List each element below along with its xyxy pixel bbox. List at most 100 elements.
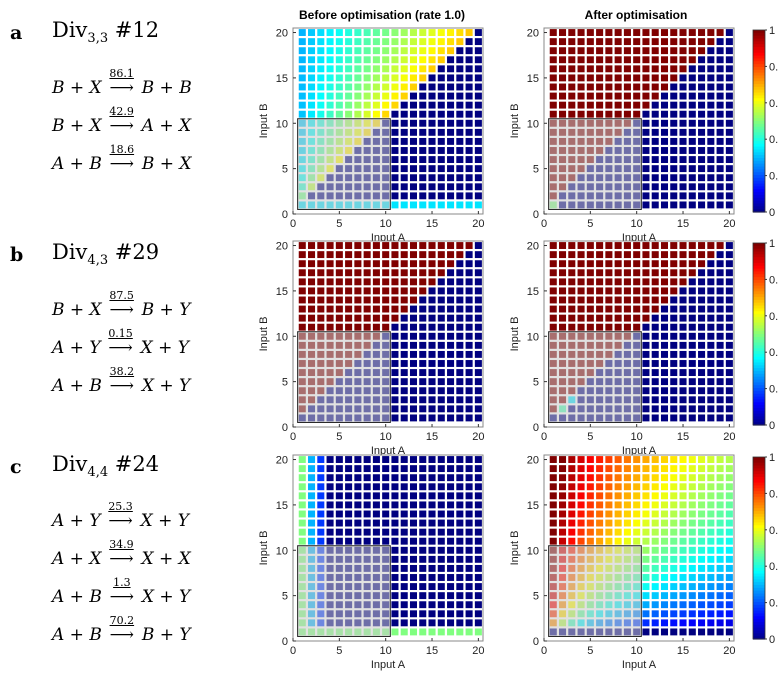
heatmap-cell — [679, 269, 687, 277]
heatmap-cell — [456, 537, 464, 545]
heatmap-cell — [660, 492, 669, 500]
heatmap-cell — [428, 387, 436, 395]
heatmap-cell — [688, 414, 696, 422]
heatmap-cell — [633, 278, 641, 286]
heatmap-cell — [725, 601, 733, 609]
heatmap-cell — [326, 269, 334, 277]
x-axis-label: Input A — [371, 659, 406, 671]
heatmap-cell — [549, 465, 557, 473]
heatmap-cell — [679, 92, 687, 100]
heatmap-cell — [670, 583, 678, 591]
heatmap-cell — [456, 74, 464, 82]
heatmap-cell — [605, 323, 613, 331]
colorbar-segment — [753, 163, 765, 168]
heatmap-cell — [474, 414, 482, 422]
heatmap-cell — [456, 314, 464, 322]
heatmap-cell — [409, 592, 418, 600]
heatmap-cell — [660, 147, 669, 154]
heatmap-cell — [345, 278, 353, 286]
heatmap-cell — [298, 528, 306, 536]
colorbar-segment — [753, 516, 765, 521]
heatmap-cell — [345, 83, 353, 91]
heatmap-cell — [428, 465, 436, 473]
heatmap-cell — [437, 492, 445, 500]
heatmap-cell — [670, 47, 678, 55]
heatmap-cell — [698, 378, 706, 386]
heatmap-cell — [456, 610, 464, 618]
heatmap-cell — [474, 242, 482, 249]
heatmap-cell — [679, 483, 687, 491]
heatmap-cell — [642, 574, 650, 581]
heatmap-cell — [308, 251, 316, 259]
heatmap-cell — [308, 65, 316, 73]
heatmap-cell — [549, 29, 557, 36]
heatmap-cell — [698, 332, 706, 340]
heatmap-cell — [642, 465, 650, 473]
colorbar-segment — [753, 311, 765, 315]
heatmap-cell — [707, 323, 715, 331]
heatmap-cell — [335, 38, 343, 46]
heatmap-cell — [465, 278, 473, 286]
heatmap-cell — [335, 510, 343, 518]
colorbar-segment — [753, 49, 765, 54]
heatmap-cell — [614, 251, 622, 259]
heatmap-cell — [474, 83, 482, 91]
heatmap-cell — [716, 483, 724, 491]
heatmap-cell — [725, 528, 733, 536]
heatmap-cell — [456, 192, 464, 200]
heatmap-cell — [716, 74, 724, 82]
heatmap-cell — [660, 165, 669, 173]
heatmap-cell — [428, 156, 436, 164]
heatmap-cell — [409, 101, 418, 109]
heatmap-cell — [382, 251, 390, 259]
heatmap-cell — [437, 305, 445, 313]
heatmap-cell — [698, 74, 706, 82]
heatmap-cell — [419, 65, 427, 73]
heatmap-cell — [651, 360, 659, 367]
colorbar-segment — [753, 388, 765, 392]
heatmap-cell — [354, 65, 362, 73]
heatmap-cell — [559, 474, 567, 482]
row-name-base: Div — [52, 240, 88, 264]
heatmap-cell — [437, 110, 445, 118]
heatmap-cell — [642, 332, 650, 340]
heatmap-cell — [707, 305, 715, 313]
heatmap-cell — [698, 555, 706, 563]
heatmap-cell — [317, 323, 325, 331]
colorbar-segment — [753, 152, 765, 156]
heatmap-cell — [382, 38, 390, 46]
y-tick-label: 15 — [527, 286, 539, 298]
reaction: A + Y 25.3 ⟶ X + Y — [52, 500, 189, 531]
heatmap-cell — [437, 47, 445, 55]
heatmap-cell — [391, 47, 399, 55]
reaction: A + Y 0.15 ⟶ X + Y — [52, 327, 189, 358]
heatmap-cell — [660, 192, 669, 200]
heatmap-cell — [372, 528, 380, 536]
heatmap-cell — [586, 296, 594, 304]
heatmap-cell — [409, 583, 418, 591]
heatmap-cell — [391, 610, 399, 618]
heatmap-cell — [308, 110, 316, 118]
colorbar-segment — [753, 410, 765, 415]
heatmap-cell — [428, 101, 436, 109]
reaction: A + B 18.6 ⟶ B + X — [52, 143, 191, 174]
heatmap-cell — [642, 414, 650, 422]
colorbar-segment — [753, 351, 765, 355]
heatmap-cell — [437, 574, 445, 581]
y-axis-label: Input B — [509, 317, 521, 352]
heatmap-cell — [465, 350, 473, 358]
heatmap-cell — [586, 483, 594, 491]
training-region — [548, 545, 642, 637]
heatmap-cell — [372, 65, 380, 73]
heatmap-cell — [688, 29, 696, 36]
heatmap-cell — [688, 592, 696, 600]
heatmap-cell — [651, 47, 659, 55]
heatmap-cell — [642, 592, 650, 600]
colorbar-segment — [753, 294, 765, 298]
heatmap-cell — [633, 101, 641, 109]
heatmap-cell — [409, 83, 418, 91]
heatmap-cell — [456, 56, 464, 64]
heatmap-cell — [586, 456, 594, 463]
row-name-num: #12 — [108, 18, 160, 42]
